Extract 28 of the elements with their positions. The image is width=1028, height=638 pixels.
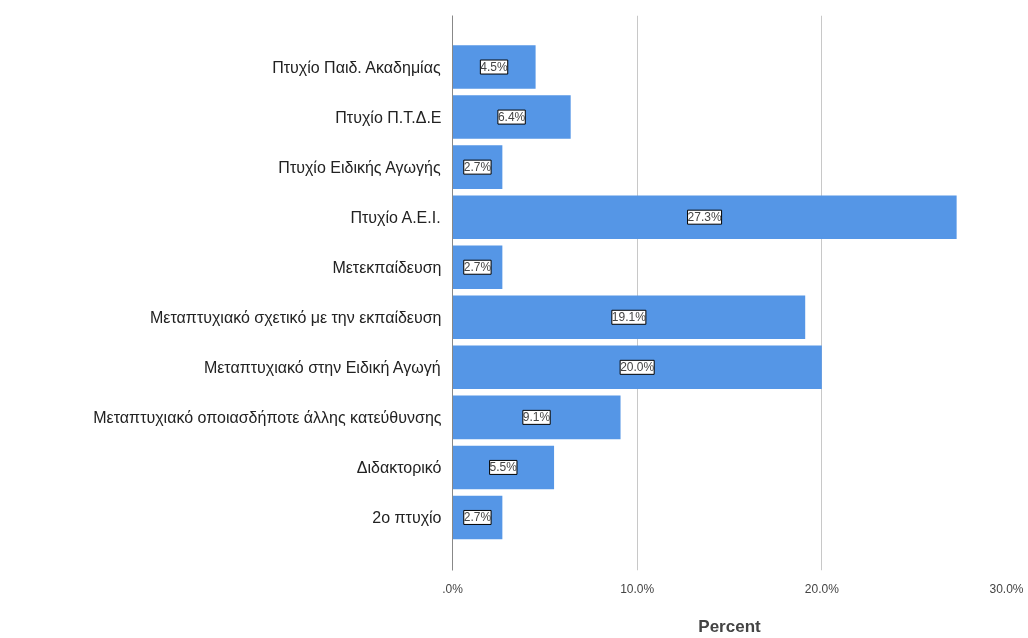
data-label: 2.7% xyxy=(463,260,492,275)
data-label: 20.0% xyxy=(620,360,655,375)
x-axis-title: Percent xyxy=(698,616,762,636)
y-tick-label: 2ο πτυχίο xyxy=(372,508,442,526)
data-label: 6.4% xyxy=(497,110,526,125)
y-tick-label: Μεταπτυχιακό σχετικό με την εκπαίδευση xyxy=(150,308,442,326)
y-tick-label: Πτυχίο Παιδ. Ακαδημίας xyxy=(272,58,441,76)
bar xyxy=(452,445,555,490)
y-tick-label: Μετεκπαίδευση xyxy=(332,258,442,276)
x-tick-label: .0% xyxy=(442,581,464,596)
x-tick-label: 30.0% xyxy=(989,581,1024,596)
y-tick-label: Πτυχίο Π.Τ.Δ.Ε xyxy=(335,108,442,126)
y-tick-label: Μεταπτυχιακό οποιασδήποτε άλλης κατεύθυνσης xyxy=(93,408,442,426)
y-tick-label: Διδακτορικό xyxy=(356,458,442,476)
data-label: 2.7% xyxy=(463,160,492,175)
x-tick-label: 20.0% xyxy=(804,581,840,596)
bar xyxy=(452,195,957,239)
y-tick-label: Μεταπτυχιακό στην Ειδική Αγωγή xyxy=(203,358,441,376)
data-label: 2.7% xyxy=(463,510,492,525)
bar xyxy=(452,295,806,340)
bar xyxy=(452,95,571,139)
x-tick-label: 10.0% xyxy=(620,581,655,596)
bar xyxy=(452,45,536,89)
y-tick-label: Πτυχίο Ειδικής Αγωγής xyxy=(278,158,441,176)
bar xyxy=(452,345,822,390)
bar xyxy=(452,395,621,440)
y-tick-label: Πτυχίο Α.Ε.Ι. xyxy=(350,208,441,226)
data-label: 9.1% xyxy=(522,410,551,425)
